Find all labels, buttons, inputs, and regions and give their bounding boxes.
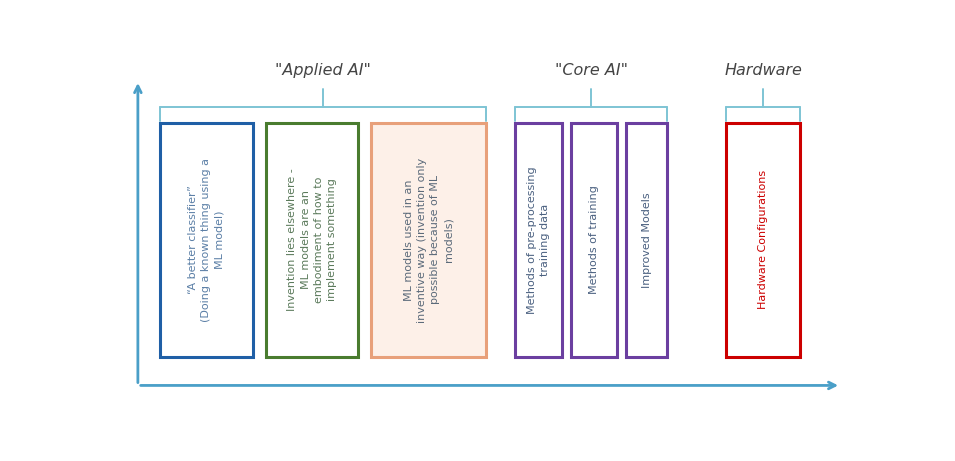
Text: ML models used in an
inventive way (invention only
possible because of ML
models: ML models used in an inventive way (inve… [404, 157, 454, 323]
Text: Methods of pre-processing
training data: Methods of pre-processing training data [527, 166, 550, 314]
Bar [626, 123, 668, 357]
Bar [726, 123, 800, 357]
Bar [516, 123, 562, 357]
Bar [571, 123, 618, 357]
Text: "Applied AI": "Applied AI" [275, 64, 371, 78]
Text: Methods of training: Methods of training [589, 185, 599, 294]
Bar [160, 123, 252, 357]
Text: Improved Models: Improved Models [642, 192, 651, 288]
Text: Hardware: Hardware [724, 64, 802, 78]
Bar [265, 123, 358, 357]
Text: “A better classifier”
(Doing a known thing using a
ML model): “A better classifier” (Doing a known thi… [188, 158, 224, 322]
Text: "Core AI": "Core AI" [555, 64, 628, 78]
Bar [371, 123, 486, 357]
Text: Invention lies elsewhere -
ML models are an
embodiment of how to
implement somet: Invention lies elsewhere - ML models are… [287, 169, 337, 311]
Text: Hardware Configurations: Hardware Configurations [758, 171, 768, 309]
